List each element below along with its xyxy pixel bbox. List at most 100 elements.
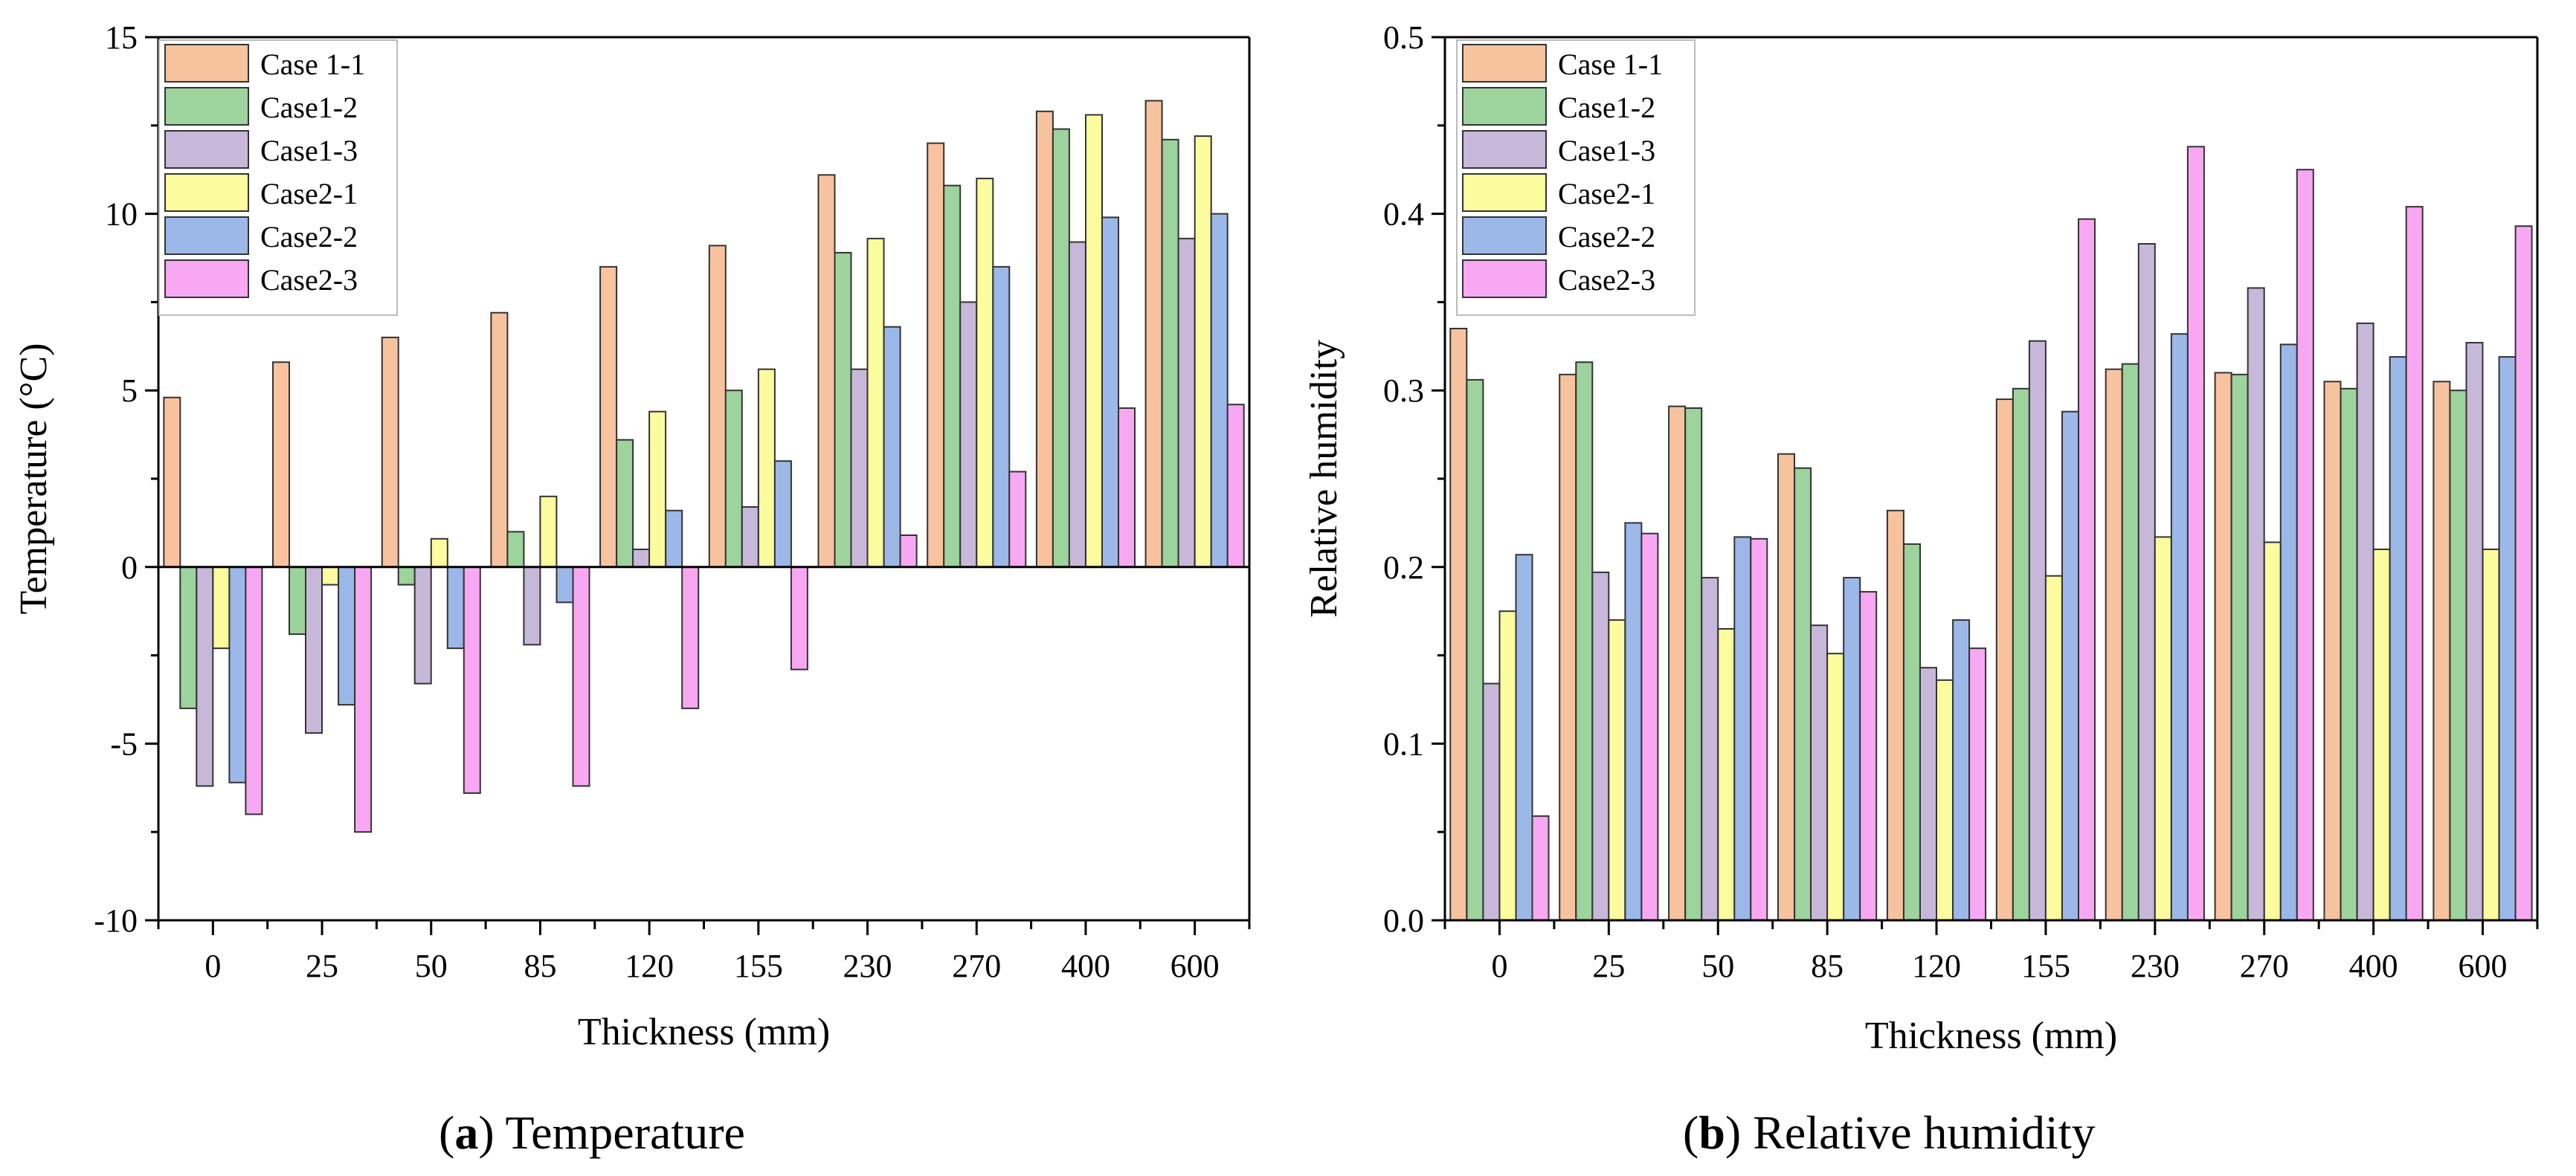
bar [2154, 536, 2172, 921]
legend-label: Case2-1 [260, 177, 358, 210]
bar [2028, 340, 2047, 921]
bar [1886, 509, 1904, 921]
bar [1995, 398, 2014, 921]
y-tick-label: 0.4 [1383, 196, 1424, 233]
bar [2105, 368, 2123, 921]
bar [1668, 405, 1687, 921]
bar [927, 142, 945, 568]
bar [523, 566, 541, 646]
bar [321, 566, 339, 586]
caption-letter: a [454, 1106, 478, 1159]
bar [289, 566, 306, 636]
legend-swatch [1462, 87, 1547, 126]
legend-label: Case1-3 [1558, 134, 1655, 167]
legend-swatch [1462, 259, 1547, 298]
bar [1194, 135, 1212, 568]
x-tick-label: 270 [2240, 948, 2289, 984]
x-tick-label: 155 [734, 948, 783, 984]
bar [2323, 381, 2342, 921]
bar [599, 265, 618, 568]
x-tick-label: 230 [2131, 948, 2180, 984]
bar [724, 390, 743, 568]
bar [1750, 537, 1768, 921]
x-tick-label: 600 [1171, 948, 1220, 984]
legend-label: Case2-1 [1558, 177, 1655, 210]
bar [413, 566, 432, 685]
y-tick-label: 10 [105, 196, 138, 233]
bar [430, 537, 448, 568]
legend-label: Case2-2 [260, 220, 358, 253]
bar [2279, 343, 2298, 921]
bar [490, 311, 509, 568]
caption-close: ) [478, 1106, 494, 1159]
bar [1919, 667, 1937, 921]
bar [305, 566, 323, 734]
bar [899, 534, 918, 568]
bar [681, 566, 700, 709]
bar [757, 368, 776, 568]
y-tick-label: 0.0 [1383, 902, 1424, 939]
bar [1559, 373, 1577, 921]
bar [1640, 532, 1659, 921]
legend-label: Case1-3 [260, 134, 358, 167]
legend-swatch [1462, 130, 1547, 169]
bar [1498, 610, 1517, 921]
x-tick-label: 50 [415, 948, 448, 984]
x-tick-label: 120 [1912, 948, 1961, 984]
x-tick-label: 25 [306, 948, 338, 984]
bar [2263, 541, 2282, 921]
legend-swatch [164, 87, 249, 126]
legend-label: Case1-2 [1558, 91, 1655, 124]
caption-text: Temperature [495, 1106, 745, 1159]
bar [1717, 628, 1736, 921]
bar [648, 410, 667, 568]
x-axis-title: Thickness (mm) [578, 1011, 830, 1053]
caption-open: ( [439, 1106, 454, 1159]
legend-swatch [1462, 44, 1547, 83]
y-tick-label: 5 [121, 372, 138, 409]
bar [741, 506, 759, 568]
bar [1466, 378, 1484, 921]
bar [1118, 407, 1136, 568]
bar [1035, 110, 1054, 568]
bar [2482, 549, 2500, 921]
chart-panel-a: -10 -5 0 5 10 15 0 25 50 85 120 155 230 270 400 600 Thic… [13, 19, 1251, 1159]
caption-letter: b [1698, 1106, 1725, 1159]
figure-caption: (b) Relative humidity [1683, 1106, 2096, 1159]
caption-close: ) [1725, 1106, 1741, 1159]
bar [1684, 407, 1703, 921]
bar [1810, 624, 1829, 921]
bar [556, 566, 574, 604]
bar [2340, 387, 2358, 921]
bar [2012, 387, 2030, 921]
bar [228, 566, 247, 784]
bar [1052, 128, 1070, 568]
bar [1843, 577, 1861, 921]
x-tick-label: 230 [843, 948, 892, 984]
bar [1161, 138, 1179, 568]
x-tick-label: 120 [625, 948, 674, 984]
x-axis-title: Thickness (mm) [1865, 1015, 2117, 1057]
x-tick-label: 0 [205, 948, 221, 984]
figure-caption: (a) Temperature [439, 1106, 745, 1159]
bar [506, 531, 525, 568]
bar [2044, 575, 2063, 921]
legend-label: Case1-2 [260, 91, 358, 124]
bar [272, 361, 290, 568]
chart-panel-b: 0.0 0.1 0.2 0.3 0.4 0.5 0 25 50 85 120 155 230 270 400… [1303, 19, 2539, 1159]
bars [1449, 146, 2533, 922]
bar [1968, 647, 1987, 921]
legend-label: Case2-2 [1558, 220, 1655, 253]
bar [1226, 404, 1245, 568]
bar [834, 251, 852, 568]
bar [1008, 471, 1027, 568]
y-tick-label: -10 [94, 902, 138, 939]
bar [1591, 571, 1610, 922]
y-tick-label: 0.3 [1383, 372, 1424, 409]
bar [1177, 237, 1196, 568]
bar [817, 174, 836, 568]
legend-label: Case2-3 [1558, 263, 1655, 297]
legend-swatch [1462, 216, 1547, 255]
bar [2296, 169, 2314, 921]
